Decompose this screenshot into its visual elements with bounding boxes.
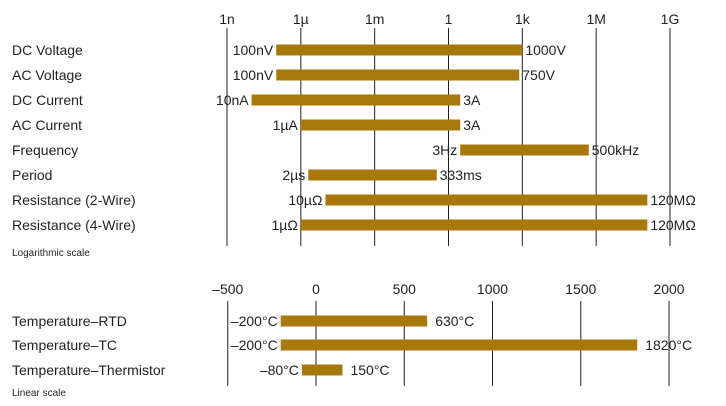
range-max-label: 3A bbox=[463, 92, 481, 108]
range-min-label: 10µΩ bbox=[288, 192, 322, 208]
row-label: Temperature–Thermistor bbox=[12, 362, 166, 378]
log-tick-label: 1G bbox=[661, 11, 680, 27]
range-bar bbox=[300, 119, 461, 131]
range-max-label: 630°C bbox=[435, 313, 474, 329]
row-label: Resistance (2-Wire) bbox=[12, 192, 136, 208]
scale-note: Linear scale bbox=[12, 388, 66, 399]
range-bar bbox=[276, 69, 520, 81]
range-min-label: 100nV bbox=[233, 42, 274, 58]
scale-note: Logarithmic scale bbox=[12, 248, 90, 259]
range-min-label: 3Hz bbox=[432, 142, 457, 158]
range-min-label: 100nV bbox=[233, 67, 274, 83]
linear-tick-label: 500 bbox=[393, 281, 417, 297]
range-bar bbox=[300, 219, 648, 231]
row-label: Temperature–RTD bbox=[12, 313, 127, 329]
range-min-label: 1µΩ bbox=[272, 217, 298, 233]
linear-tick-label: 1500 bbox=[565, 281, 596, 297]
range-bar bbox=[280, 339, 638, 351]
row-label: DC Voltage bbox=[12, 42, 83, 58]
range-min-label: –200°C bbox=[231, 313, 278, 329]
linear-tick-label: –500 bbox=[212, 281, 243, 297]
range-max-label: 1000V bbox=[525, 42, 566, 58]
row-label: AC Current bbox=[12, 117, 82, 133]
row-label: Resistance (4-Wire) bbox=[12, 217, 136, 233]
row-label: Period bbox=[12, 167, 52, 183]
range-bar bbox=[280, 315, 428, 327]
row-label: DC Current bbox=[12, 92, 83, 108]
range-min-label: –200°C bbox=[231, 337, 278, 353]
linear-tick-label: 0 bbox=[312, 281, 320, 297]
range-max-label: 1820°C bbox=[645, 337, 692, 353]
range-max-label: 3A bbox=[463, 117, 481, 133]
range-max-label: 333ms bbox=[440, 167, 482, 183]
range-max-label: 750V bbox=[522, 67, 555, 83]
range-bar bbox=[325, 194, 648, 206]
log-tick-label: 1m bbox=[365, 11, 384, 27]
range-min-label: 10nA bbox=[216, 92, 249, 108]
log-tick-label: 1 bbox=[445, 11, 453, 27]
range-bar bbox=[460, 144, 589, 156]
range-bar bbox=[308, 169, 437, 181]
range-bar bbox=[251, 94, 461, 106]
range-max-label: 120MΩ bbox=[650, 192, 696, 208]
range-min-label: 1µA bbox=[273, 117, 299, 133]
row-label: Temperature–TC bbox=[12, 337, 117, 353]
linear-tick-label: 1000 bbox=[477, 281, 508, 297]
log-tick-label: 1k bbox=[515, 11, 531, 27]
linear-tick-label: 2000 bbox=[653, 281, 684, 297]
range-bar bbox=[301, 364, 343, 376]
log-tick-label: 1n bbox=[219, 11, 235, 27]
range-max-label: 120MΩ bbox=[650, 217, 696, 233]
range-max-label: 500kHz bbox=[592, 142, 639, 158]
range-min-label: –80°C bbox=[260, 362, 299, 378]
range-max-label: 150°C bbox=[350, 362, 389, 378]
row-label: Frequency bbox=[12, 142, 78, 158]
log-tick-label: 1µ bbox=[293, 11, 309, 27]
range-min-label: 2µs bbox=[282, 167, 305, 183]
row-label: AC Voltage bbox=[12, 67, 82, 83]
log-tick-label: 1M bbox=[586, 11, 605, 27]
range-bar bbox=[276, 44, 523, 56]
